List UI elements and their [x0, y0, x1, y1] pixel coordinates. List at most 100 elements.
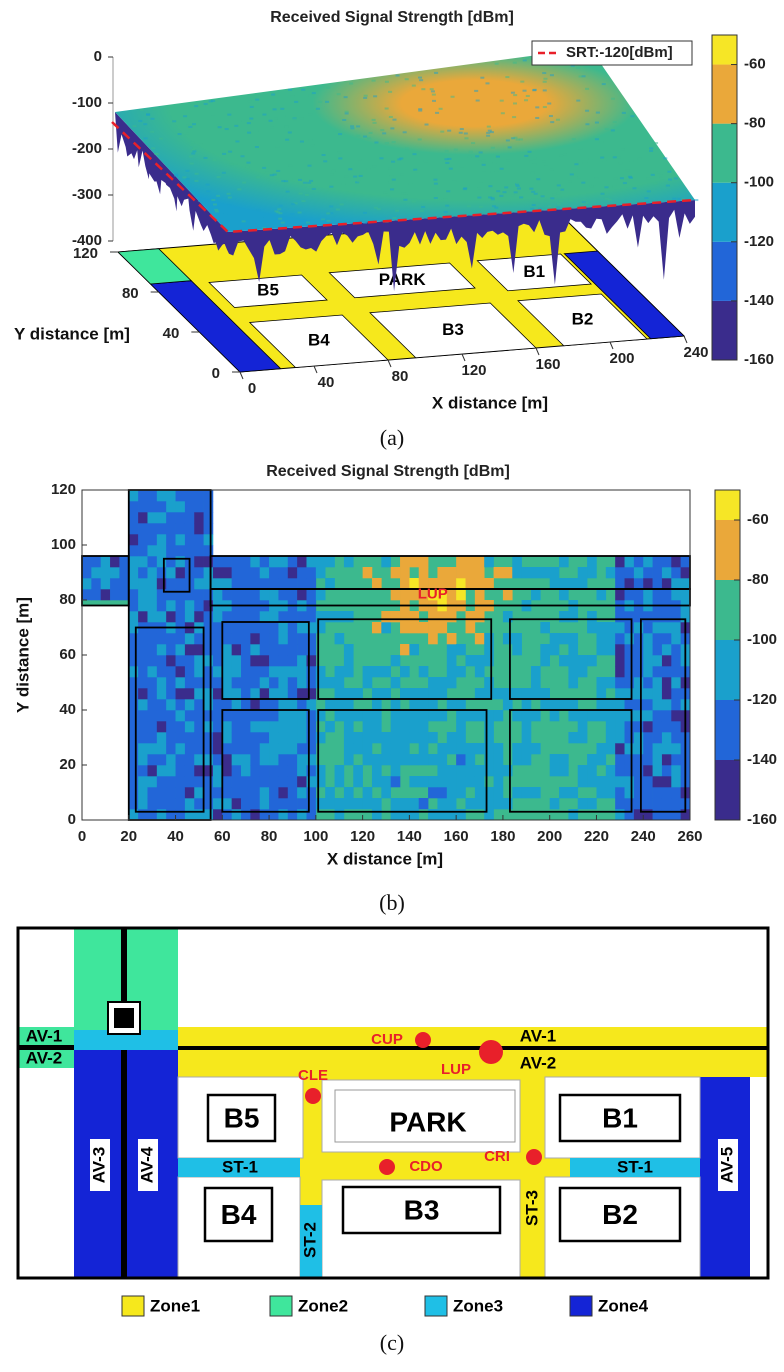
- field-cell: [530, 688, 541, 700]
- field-cell: [138, 567, 148, 579]
- field-cell: [456, 589, 466, 601]
- x-tick-label: 240: [631, 828, 656, 845]
- field-cell: [175, 754, 186, 766]
- x-tick: [239, 371, 244, 380]
- field-cell: [371, 754, 382, 766]
- field-cell: [633, 765, 644, 777]
- surface-texture: [469, 183, 474, 186]
- field-cell: [652, 787, 663, 799]
- field-cell: [446, 666, 457, 678]
- surface-texture: [462, 188, 467, 191]
- field-cell: [605, 776, 616, 788]
- field-cell: [456, 743, 466, 755]
- colorbar-band: [715, 760, 740, 820]
- surface-texture: [372, 121, 377, 124]
- surface-texture: [452, 180, 457, 183]
- field-cell: [278, 754, 289, 766]
- field-cell: [241, 721, 251, 733]
- field-cell: [147, 490, 158, 502]
- field-cell: [353, 688, 363, 700]
- surface-texture: [278, 212, 283, 215]
- field-cell: [624, 809, 635, 821]
- field-cell: [128, 787, 139, 799]
- surface-texture: [299, 117, 304, 120]
- field-cell: [203, 798, 214, 810]
- field-cell: [362, 666, 373, 678]
- field-cell: [241, 732, 251, 744]
- field-cell: [353, 743, 363, 755]
- block-outline: [558, 1186, 682, 1243]
- field-cell: [456, 699, 466, 711]
- field-cell: [587, 765, 597, 777]
- field-cell: [661, 776, 672, 788]
- field-cell: [250, 699, 261, 711]
- surface-texture: [569, 173, 574, 176]
- field-cell: [353, 765, 363, 777]
- field-cell: [128, 600, 139, 612]
- field-cell: [512, 754, 522, 766]
- y-tick-label: 0: [212, 365, 220, 382]
- zone2-area: [18, 1050, 74, 1068]
- surface-texture: [450, 95, 455, 98]
- field-cell: [502, 765, 513, 777]
- field-cell: [315, 765, 326, 777]
- field-cell: [484, 633, 494, 645]
- field-cell: [231, 666, 242, 678]
- field-cell: [184, 798, 195, 810]
- field-cell: [194, 677, 204, 689]
- field-cell: [446, 567, 457, 579]
- field-cell: [596, 589, 607, 601]
- field-cell: [147, 765, 158, 777]
- field-cell: [325, 556, 335, 568]
- field-cell: [624, 699, 635, 711]
- field-cell: [661, 556, 672, 568]
- field-cell: [390, 567, 401, 579]
- surface-texture: [276, 169, 281, 172]
- surface-texture: [287, 131, 292, 134]
- surface-texture: [216, 175, 221, 178]
- surface-texture: [524, 154, 529, 157]
- surface-texture: [408, 183, 413, 186]
- field-cell: [643, 809, 653, 821]
- field-cell: [418, 732, 429, 744]
- surface-texture: [677, 197, 682, 200]
- field-cell: [605, 765, 616, 777]
- field-cell: [194, 710, 204, 722]
- field-cell: [241, 699, 251, 711]
- field-cell: [652, 666, 663, 678]
- field-cell: [297, 721, 307, 733]
- surface-texture: [256, 176, 261, 179]
- surface-texture: [490, 198, 495, 201]
- surface-texture: [587, 162, 592, 165]
- field-cell: [203, 655, 214, 667]
- field-cell: [568, 611, 579, 623]
- x-tick: [387, 359, 392, 368]
- surface-texture: [510, 91, 515, 94]
- field-cell: [82, 578, 92, 590]
- field-cell: [203, 710, 214, 722]
- surface-texture: [535, 116, 540, 119]
- surface-texture: [397, 158, 402, 161]
- field-cell: [184, 688, 195, 700]
- surface-texture: [537, 207, 542, 210]
- surface-texture: [515, 138, 520, 141]
- field-cell: [184, 534, 195, 546]
- surface-texture: [212, 159, 217, 162]
- field-cell: [306, 765, 317, 777]
- field-cell: [371, 765, 382, 777]
- field-cell: [203, 600, 214, 612]
- field-cell: [166, 501, 176, 513]
- surface-texture: [224, 128, 229, 131]
- surface-texture: [628, 176, 633, 179]
- field-cell: [577, 776, 588, 788]
- x-tick-label: 100: [303, 828, 328, 845]
- field-cell: [484, 721, 494, 733]
- surface-texture: [507, 146, 512, 149]
- field-cell: [502, 798, 513, 810]
- street-label: AV-1: [520, 1026, 557, 1045]
- surface-texture: [650, 173, 655, 176]
- surface-texture: [362, 211, 367, 214]
- field-cell: [418, 798, 429, 810]
- surface-texture: [401, 192, 406, 195]
- field-cell: [222, 721, 232, 733]
